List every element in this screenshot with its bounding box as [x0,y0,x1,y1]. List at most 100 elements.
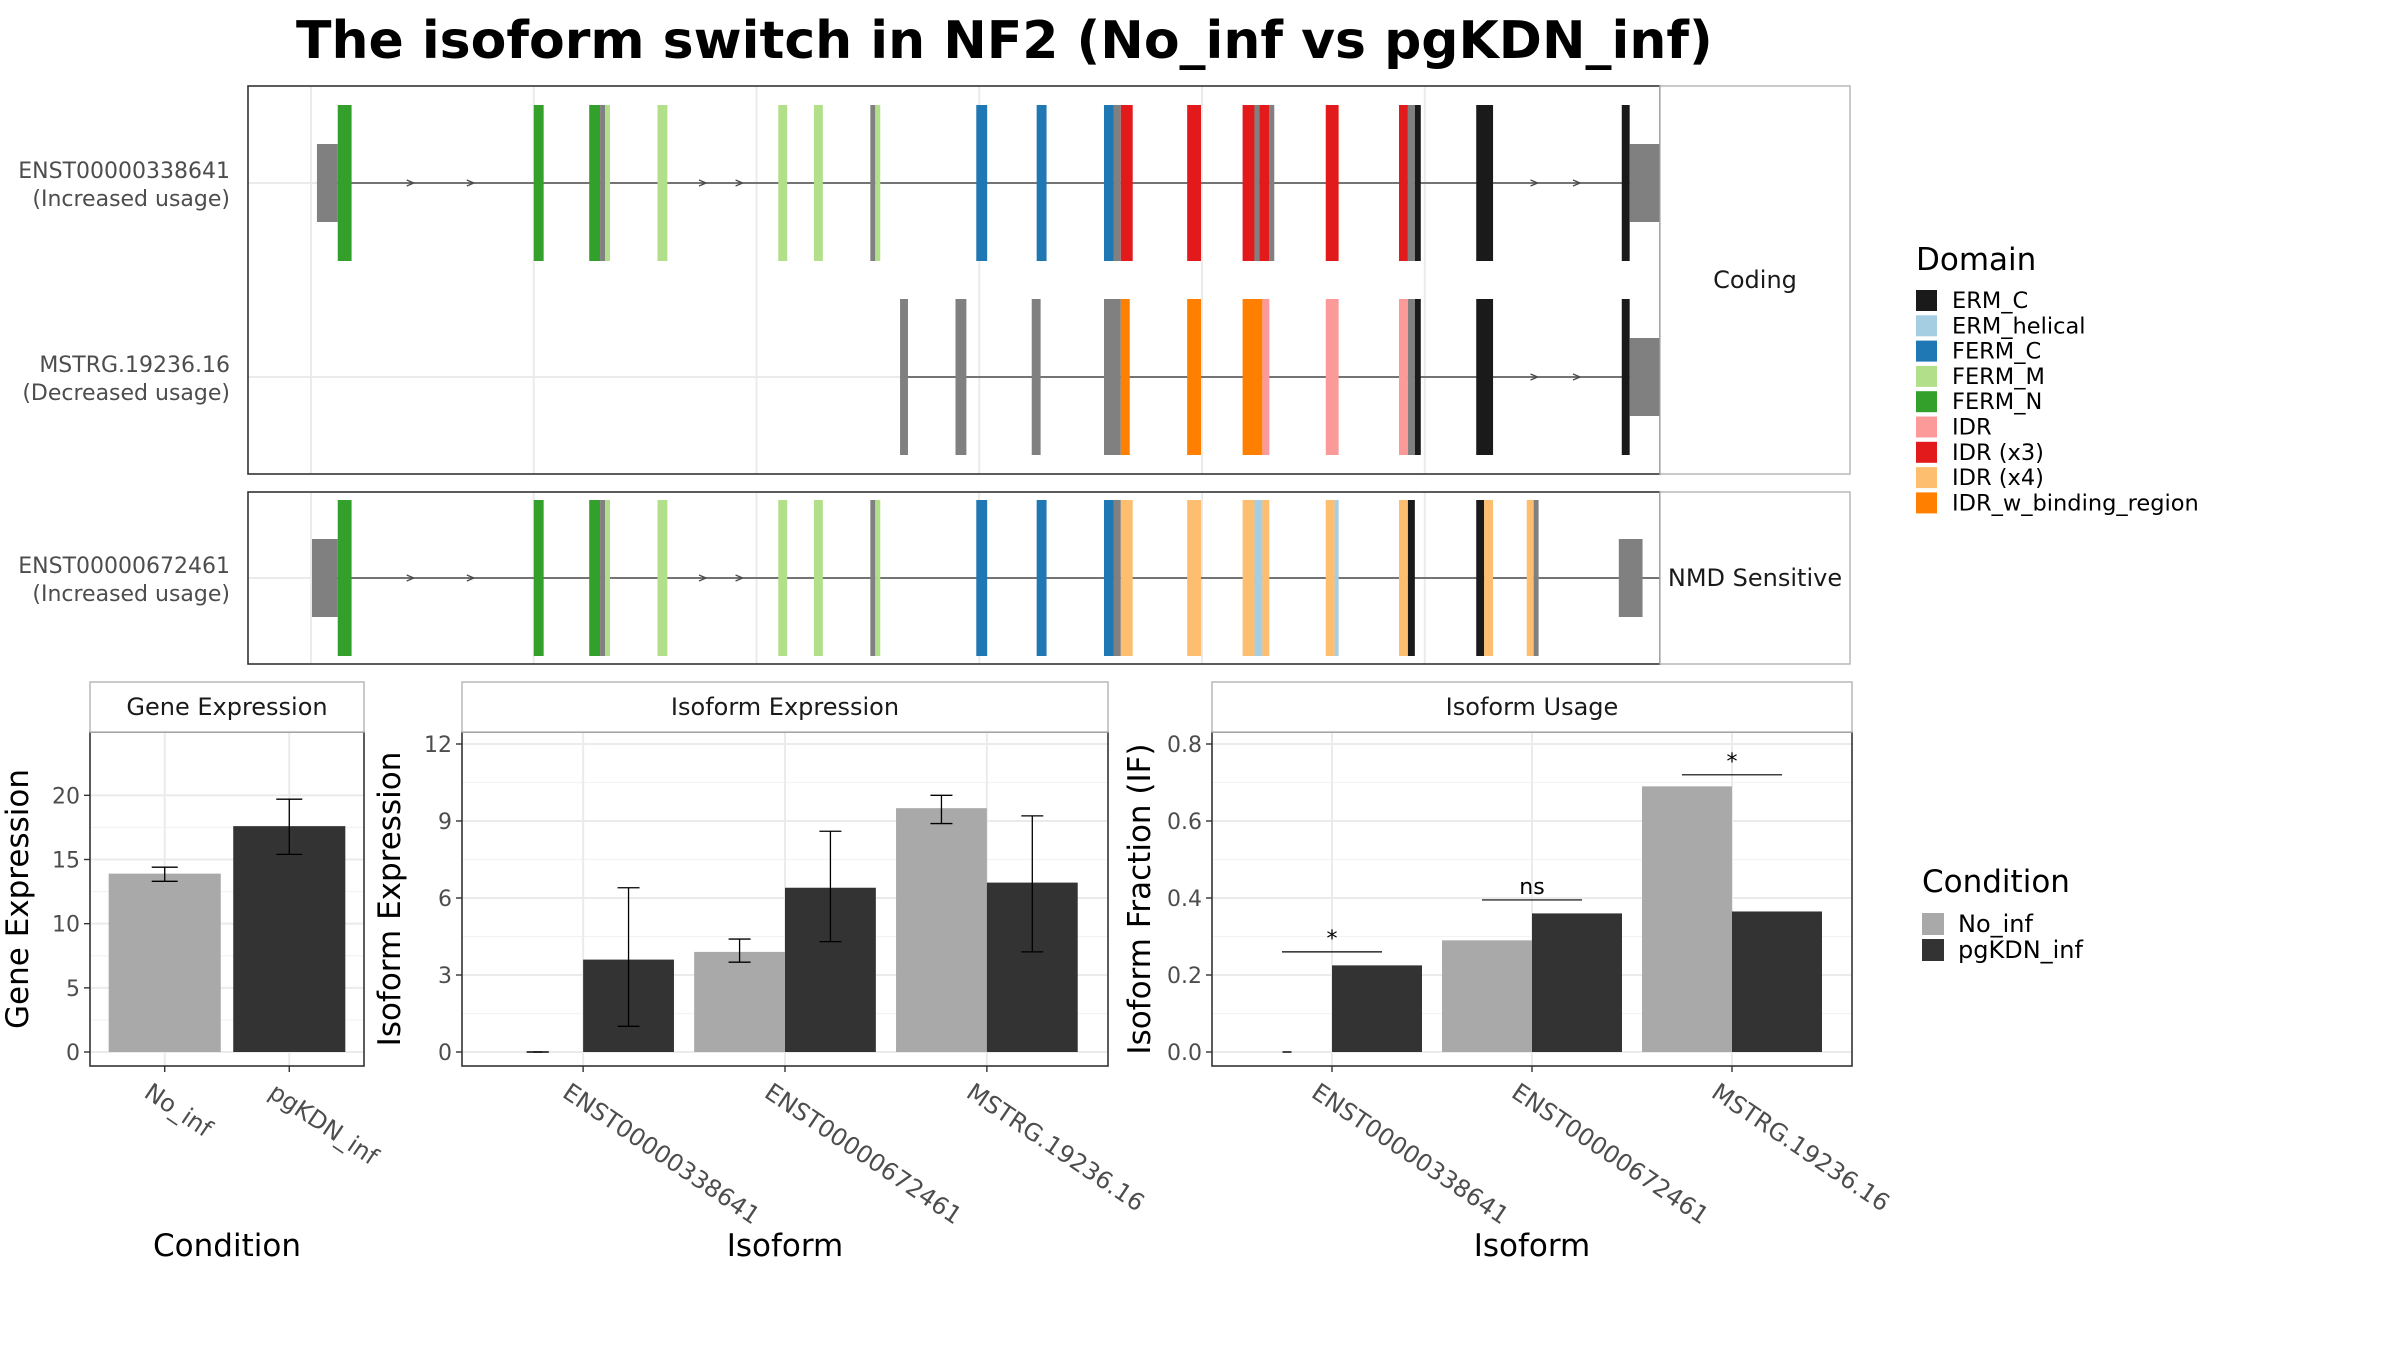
isoform-label: MSTRG.19236.16 [39,353,230,378]
domain-legend-swatch [1916,290,1937,311]
domain-exon [1254,500,1263,656]
y-tick-label: 10 [52,913,80,938]
strand-arrow [698,574,708,582]
x-tick-label: ENST00000672461 [760,1078,967,1230]
exon [1254,105,1260,261]
exon [316,144,338,222]
domain-legend-label: FERM_N [1952,389,2042,415]
y-tick-label: 12 [424,733,452,758]
strand-arrow [406,574,416,582]
x-axis-title: Isoform [727,1228,844,1264]
facet-strip [1211,681,1853,733]
y-tick-label: 5 [66,977,80,1002]
y-axis-title: Isoform Fraction (IF) [1122,743,1158,1054]
facet-label: Gene Expression [126,693,327,721]
condition-legend-title: Condition [1922,864,2070,900]
x-tick-label: MSTRG.19236.16 [962,1078,1150,1218]
exon [1269,105,1275,261]
domain-exon [1242,299,1263,455]
domain-legend-swatch [1916,315,1937,337]
domain-legend-label: ERM_helical [1952,313,2086,339]
domain-exon [1399,500,1408,656]
condition-legend-swatch [1922,913,1944,935]
domain-exon [1399,105,1408,261]
domain-exon [1242,500,1255,656]
significance-label: * [1327,927,1338,952]
domain-exon [1414,105,1421,261]
gene-expression-panel: Gene Expression 0 5 10 15 20 No_inf pgKDN_inf Co… [0,681,384,1264]
domain-exon [1036,105,1047,261]
bar [694,951,785,1052]
facet-label: Isoform Usage [1446,693,1619,721]
exon [1618,539,1643,617]
strand-arrow [698,179,708,187]
facet-strip [461,681,1109,733]
facet-strip [89,681,365,733]
facet-label: NMD Sensitive [1668,564,1842,592]
domain-exon [778,105,788,261]
domain-exon [605,500,610,656]
x-tick-label: No_inf [139,1078,217,1143]
domain-exon [976,105,988,261]
domain-legend-swatch [1916,340,1937,362]
exon [1407,299,1415,455]
y-tick-label: 0.2 [1167,964,1202,989]
domain-legend-label: IDR (x3) [1952,440,2044,466]
domain-exon [1476,500,1485,656]
exon [1113,105,1121,261]
facet-label: Isoform Expression [671,693,899,721]
exon [1103,299,1121,455]
y-tick-label: 0 [438,1041,452,1066]
y-axis-title: Isoform Expression [372,752,408,1047]
domain-exon [1120,299,1130,455]
domain-exon [1187,105,1202,261]
y-tick-label: 0.6 [1167,810,1202,835]
domain-exon [1120,105,1133,261]
domain-exon [875,105,881,261]
domain-exon [1120,500,1133,656]
domain-exon [1476,299,1494,455]
domain-legend-label: IDR [1952,415,1992,441]
strand-arrow [1530,179,1540,187]
strand-arrow [466,574,476,582]
domain-exon [337,500,352,656]
domain-exon [533,105,544,261]
exon [1533,500,1539,656]
exon [600,500,606,656]
bar [233,826,346,1052]
domain-legend-label: IDR (x4) [1952,465,2044,491]
facet-strip [1659,85,1851,475]
domain-exon [337,105,352,261]
domain-exon [1621,105,1630,261]
domain-exon [778,500,788,656]
domain-exon [657,500,668,656]
condition-legend-label: pgKDN_inf [1958,936,2084,964]
domain-legend-label: FERM_C [1952,339,2041,365]
strand-arrow [735,574,745,582]
domain-legend-swatch [1916,467,1937,489]
y-tick-label: 0.8 [1167,733,1202,758]
domain-exon [1484,500,1494,656]
domain-exon [657,105,668,261]
domain-legend-swatch [1916,365,1937,387]
isoform-structure-plot: ENST00000338641 (Increased usage) MSTRG.19… [18,85,1851,665]
isoform-usage-label: (Increased usage) [32,582,230,607]
domain-exon [1476,105,1494,261]
domain-legend: Domain ERM_CERM_helicalFERM_CFERM_MFERM_N… [1916,242,2199,516]
domain-exon [813,500,823,656]
bar [896,808,987,1052]
exon [900,299,908,455]
y-tick-label: 6 [438,887,452,912]
y-tick-label: 0.4 [1167,887,1202,912]
y-tick-label: 0.0 [1167,1041,1202,1066]
domain-exon [813,105,823,261]
domain-exon [1262,500,1270,656]
strand-arrow [1572,373,1582,381]
domain-exon [1399,299,1408,455]
domain-exon [533,500,544,656]
exon [1407,105,1415,261]
domain-exon [605,105,610,261]
isoform-usage-label: (Increased usage) [32,187,230,212]
x-tick-label: MSTRG.19236.16 [1707,1078,1895,1218]
